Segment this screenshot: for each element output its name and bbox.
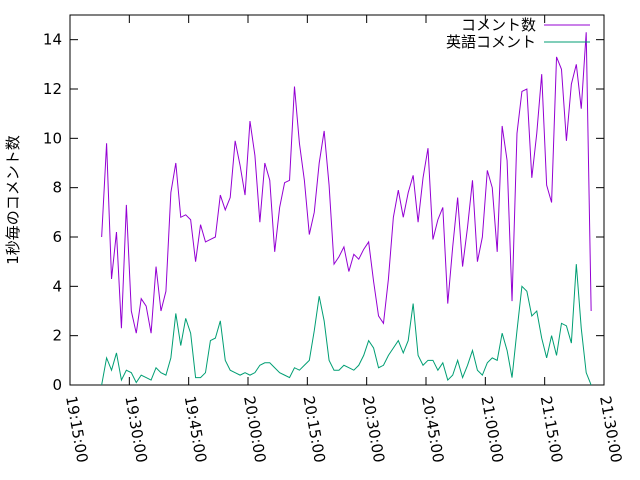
- y-tick-label: 8: [52, 179, 62, 197]
- legend-label: 英語コメント: [446, 33, 536, 51]
- series-line: [101, 32, 592, 334]
- x-tick-label: 19:45:00: [181, 395, 210, 464]
- plot-frame: [69, 14, 605, 386]
- x-tick-label: 20:30:00: [359, 395, 388, 464]
- x-tick-label: 20:45:00: [418, 395, 447, 464]
- series-line: [101, 264, 592, 386]
- y-tick-label: 4: [52, 277, 62, 295]
- x-tick-label: 20:15:00: [299, 395, 328, 464]
- x-tick-label: 21:15:00: [537, 395, 566, 464]
- x-tick-label: 19:15:00: [62, 395, 91, 464]
- x-tick-label: 21:30:00: [596, 395, 625, 464]
- y-tick-label: 10: [43, 129, 62, 147]
- y-tick-label: 12: [43, 80, 62, 98]
- y-tick-label: 14: [43, 31, 62, 49]
- y-axis-label: 1秒毎のコメント数: [4, 135, 22, 265]
- y-tick-label: 0: [52, 376, 62, 394]
- y-tick-label: 6: [52, 228, 62, 246]
- x-tick-label: 20:00:00: [240, 395, 269, 464]
- legend-label: コメント数: [461, 16, 536, 34]
- x-tick-label: 21:00:00: [477, 395, 506, 464]
- x-tick-label: 19:30:00: [121, 395, 150, 464]
- y-tick-label: 2: [52, 327, 62, 345]
